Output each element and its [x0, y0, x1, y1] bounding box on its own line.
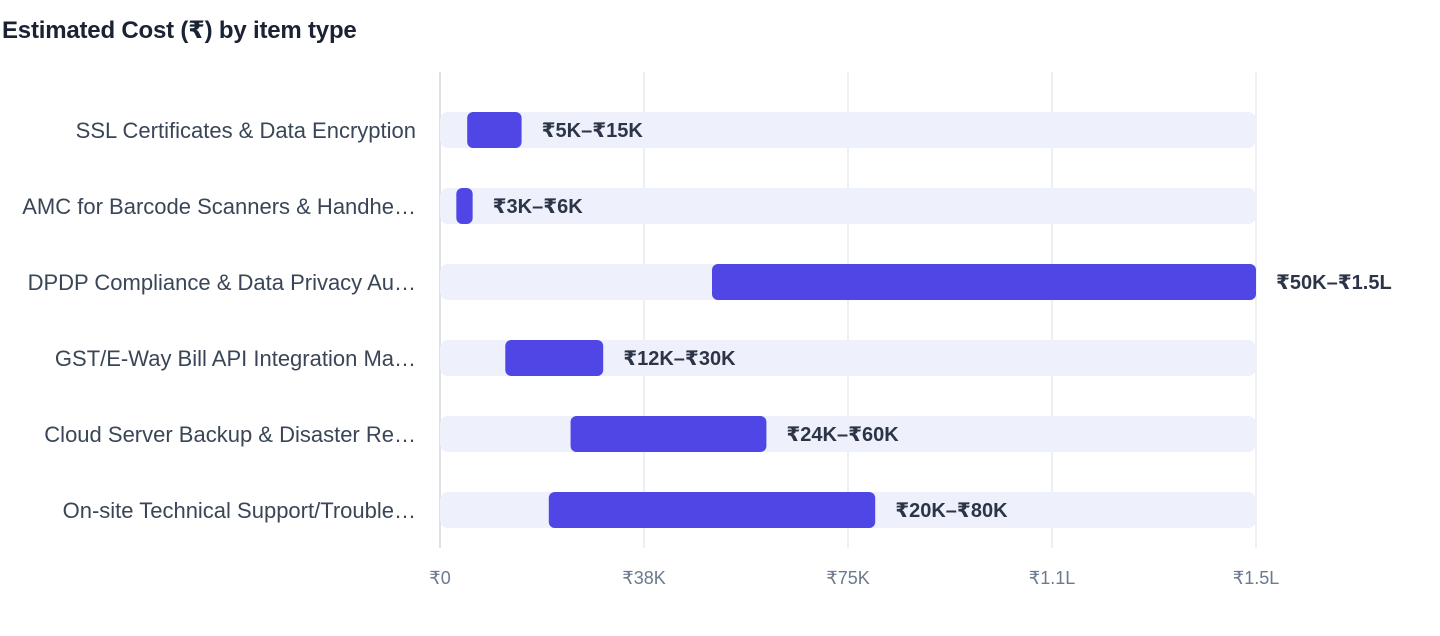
category-label: AMC for Barcode Scanners & Handhe…: [22, 194, 416, 219]
range-bar[interactable]: [456, 188, 473, 224]
range-bars: [456, 112, 1256, 528]
category-label: GST/E-Way Bill API Integration Ma…: [55, 346, 416, 371]
data-labels: ₹5K–₹15K ₹3K–₹6K ₹50K–₹1.5L ₹12K–₹30K ₹24K–₹…: [493, 120, 1392, 522]
x-axis-ticks: ₹0 ₹38K ₹75K ₹1.1L ₹1.5L: [429, 568, 1279, 588]
x-tick-label: ₹75K: [826, 568, 869, 588]
range-data-label: ₹20K–₹80K: [895, 500, 1008, 522]
bar-track: [440, 112, 1256, 148]
range-bar[interactable]: [712, 264, 1256, 300]
category-label: SSL Certificates & Data Encryption: [76, 118, 416, 143]
bar-track: [440, 188, 1256, 224]
category-label: Cloud Server Backup & Disaster Re…: [44, 422, 416, 447]
range-bar[interactable]: [548, 492, 876, 528]
category-label: On-site Technical Support/Trouble…: [63, 498, 416, 523]
category-label: DPDP Compliance & Data Privacy Au…: [28, 270, 416, 295]
range-data-label: ₹12K–₹30K: [623, 348, 736, 370]
x-tick-label: ₹1.5L: [1233, 568, 1280, 588]
range-data-label: ₹3K–₹6K: [493, 196, 584, 218]
range-data-label: ₹50K–₹1.5L: [1276, 272, 1392, 294]
x-tick-label: ₹0: [429, 568, 450, 588]
x-tick-label: ₹1.1L: [1029, 568, 1076, 588]
gridlines: [439, 72, 1257, 548]
category-labels: SSL Certificates & Data Encryption AMC fo…: [22, 118, 416, 523]
x-tick-label: ₹38K: [622, 568, 665, 588]
range-bar[interactable]: [467, 112, 522, 148]
range-data-label: ₹5K–₹15K: [542, 120, 644, 142]
chart-title: Estimated Cost (₹) by item type: [2, 17, 357, 44]
range-bar[interactable]: [505, 340, 604, 376]
range-bar[interactable]: [570, 416, 767, 452]
range-data-label: ₹24K–₹60K: [786, 424, 899, 446]
bar-track: [440, 340, 1256, 376]
